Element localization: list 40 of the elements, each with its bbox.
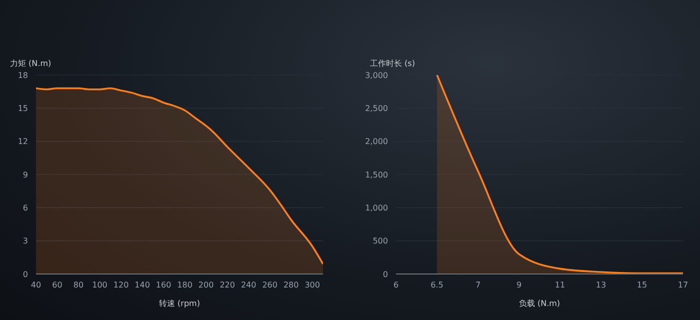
y-axis-title: 工作时长 (s) (370, 58, 415, 69)
y-tick-label: 0 (382, 270, 388, 279)
x-tick-label: 240 (240, 280, 256, 290)
y-tick-label: 3,000 (365, 70, 388, 80)
y-axis-title: 力矩 (N.m) (10, 58, 52, 69)
x-tick-label: 15 (636, 280, 648, 290)
x-tick-label: 6 (393, 280, 399, 290)
x-tick-label: 17 (678, 280, 688, 290)
x-tick-label: 260 (262, 280, 278, 290)
y-tick-label: 1,500 (365, 170, 388, 180)
y-tick-label: 1,000 (365, 204, 388, 213)
y-tick-label: 18 (18, 70, 28, 80)
x-tick-label: 13 (596, 280, 606, 290)
x-tick-label: 120 (113, 280, 129, 290)
x-tick-label: 80 (73, 280, 84, 290)
y-tick-label: 15 (18, 104, 28, 114)
x-tick-label: 11 (554, 280, 566, 290)
x-tick-label: 200 (198, 280, 214, 290)
x-axis-title: 负载 (N.m) (518, 299, 560, 308)
y-tick-label: 3 (22, 236, 28, 246)
x-tick-label: 40 (30, 280, 42, 290)
x-tick-label: 160 (156, 280, 172, 290)
x-tick-label: 6.5 (430, 280, 444, 290)
y-tick-label: 500 (372, 236, 388, 246)
x-tick-label: 7 (475, 280, 481, 290)
x-tick-label: 220 (220, 280, 235, 290)
x-tick-label: 140 (134, 280, 150, 290)
y-tick-label: 0 (22, 270, 28, 279)
x-tick-label: 9 (516, 280, 522, 290)
x-tick-label: 180 (177, 280, 192, 290)
x-axis-title: 转速 (rpm) (159, 299, 200, 308)
x-tick-label: 100 (92, 280, 108, 290)
y-tick-label: 2,000 (365, 137, 388, 146)
y-tick-label: 2,500 (365, 104, 388, 114)
x-tick-label: 280 (283, 280, 299, 290)
x-tick-label: 60 (52, 280, 62, 290)
y-tick-label: 12 (18, 137, 28, 146)
y-tick-label: 9 (22, 170, 28, 180)
x-tick-label: 300 (304, 280, 320, 290)
y-tick-label: 6 (22, 204, 28, 213)
